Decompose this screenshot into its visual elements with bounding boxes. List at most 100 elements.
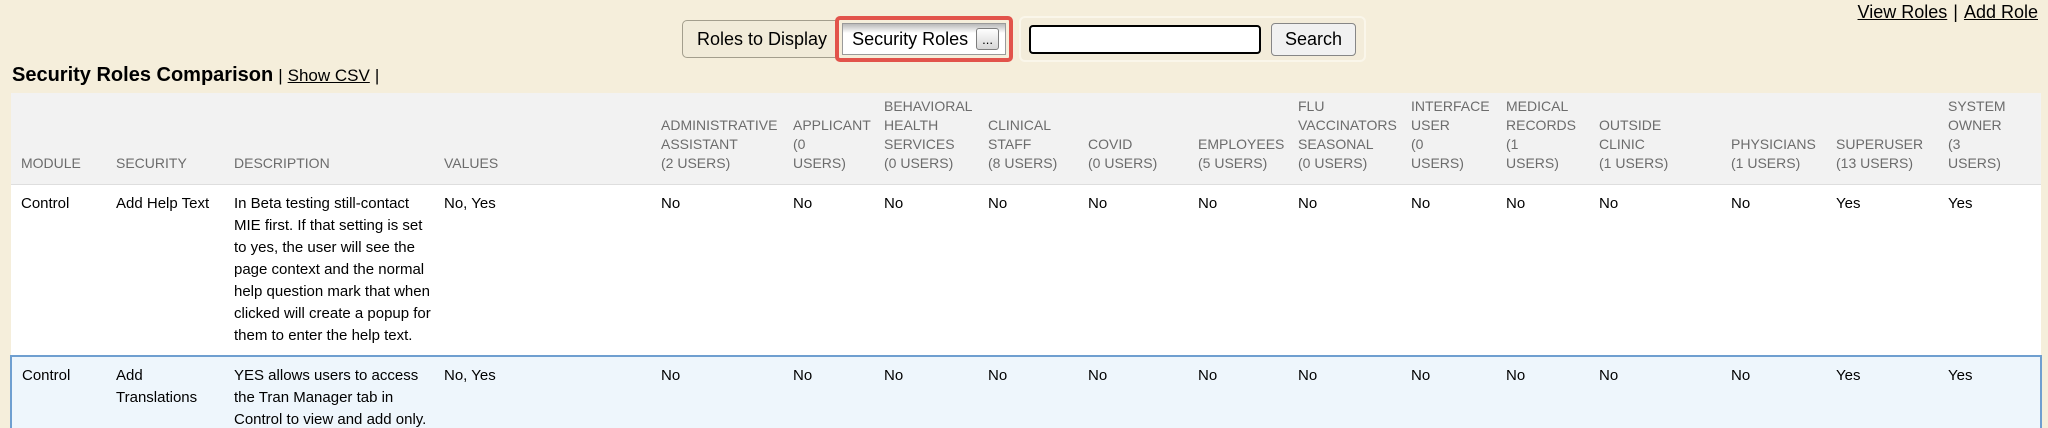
links-separator: | [1953,2,1958,22]
column-header-role: EMPLOYEES (5 USERS) [1198,93,1298,185]
cell-role-value: No [1298,194,1318,212]
role-user-count: (1 USERS) [1599,154,1669,171]
cell-role-value: Yes [1836,354,1948,428]
role-name: BEHAVIORAL HEALTH SERVICES [884,97,972,152]
cell-role-value: No [1506,354,1599,428]
title-row: Security Roles Comparison | Show CSV | [12,64,2048,87]
comparison-table: MODULE SECURITY DESCRIPTION VALUES ADMINISTR… [10,93,2042,428]
cell-role-value: No [1198,354,1298,428]
column-header-values: VALUES [444,93,661,185]
cell-role-value: No [1088,354,1198,428]
role-name: EMPLOYEES [1198,135,1285,152]
role-user-count: (13 USERS) [1836,154,1914,171]
cell-role-value: No [1411,194,1431,212]
column-header-description: DESCRIPTION [234,93,444,185]
cell-role-value: Yes [1948,354,2042,428]
title-separator: | [278,66,283,85]
role-name: COVID [1088,135,1133,152]
cell-security: Add Translations [116,354,234,428]
column-header-role: FLU VACCINATORS SEASONAL (0 USERS) [1298,93,1411,185]
column-header-role: APPLICANT (0 USERS) [793,93,884,185]
role-name: INTERFACE USER [1411,97,1490,133]
view-roles-link[interactable]: View Roles [1857,2,1948,22]
column-header-role: SYSTEM OWNER (3 USERS) [1948,93,2041,185]
cell-role-value: No [988,194,1008,212]
search-group: Search [1018,16,1366,62]
search-input[interactable] [1028,24,1261,54]
role-name: APPLICANT [793,116,871,133]
top-links-bar: View Roles | Add Role [1858,2,2038,23]
column-header-role: INTERFACE USER (0 USERS) [1411,93,1506,185]
role-user-count: (0 USERS) [1088,154,1158,171]
cell-role-value: No [661,194,681,212]
table-row[interactable]: Control Add Translations YES allows users … [10,354,2042,428]
cell-role-value: No [1198,194,1218,212]
role-name: FLU VACCINATORS SEASONAL [1298,97,1397,152]
role-name: OUTSIDE CLINIC [1599,116,1662,152]
role-user-count: (8 USERS) [988,154,1058,171]
cell-role-value: No [793,354,884,428]
cell-role-value: No [1731,354,1836,428]
cell-values: No, Yes [444,194,496,212]
roles-select-value: Security Roles [852,28,969,49]
cell-values: No, Yes [444,354,661,428]
cell-role-value: No [1599,194,1619,212]
column-header-role: ADMINISTRATIVE ASSISTANT (2 USERS) [661,93,793,185]
column-header-role: BEHAVIORAL HEALTH SERVICES (0 USERS) [884,93,988,185]
column-header-module: MODULE [11,93,116,185]
cell-role-value: No [1298,354,1411,428]
search-button[interactable]: Search [1270,22,1356,56]
cell-role-value: No [884,354,988,428]
cell-description: In Beta testing still-contact MIE first.… [234,194,431,344]
title-trailing-separator: | [374,66,380,85]
cell-role-value: No [661,354,793,428]
cell-security: Add Help Text [116,194,210,212]
role-user-count: (2 USERS) [661,154,731,171]
cell-role-value: Yes [1836,194,1861,212]
role-name: SYSTEM OWNER [1948,97,2006,133]
page-title: Security Roles Comparison [12,64,274,86]
column-header-role: PHYSICIANS (1 USERS) [1731,93,1836,185]
cell-role-value: Yes [1948,194,1973,212]
roles-to-display-label: Roles to Display [682,20,841,58]
role-name: SUPERUSER [1836,135,1924,152]
cell-role-value: No [1411,354,1506,428]
column-header-role: OUTSIDE CLINIC (1 USERS) [1599,93,1731,185]
column-header-role: CLINICAL STAFF (8 USERS) [988,93,1088,185]
column-header-role: COVID (0 USERS) [1088,93,1198,185]
role-name: MEDICAL RECORDS [1506,97,1577,133]
role-user-count: (0 USERS) [1298,154,1368,171]
cell-role-value: No [793,194,813,212]
role-user-count: (0 USERS) [1411,135,1464,171]
roles-toolbar: Roles to Display Security Roles ... Sear… [0,0,2048,62]
cell-role-value: No [1088,194,1108,212]
cell-role-value: No [1731,194,1751,212]
role-user-count: (0 USERS) [793,135,846,171]
role-user-count: (0 USERS) [884,154,954,171]
role-name: PHYSICIANS [1731,135,1816,152]
role-user-count: (3 USERS) [1948,135,2001,171]
table-row[interactable]: Control Add Help Text In Beta testing stil… [11,184,2041,356]
roles-to-display-text: Roles to Display [697,28,828,49]
role-name: CLINICAL STAFF [988,116,1051,152]
column-header-role: SUPERUSER (13 USERS) [1836,93,1948,185]
cell-role-value: No [1506,194,1526,212]
roles-select[interactable]: Security Roles ... [842,23,1006,55]
cell-module: Control [10,354,116,428]
cell-module: Control [21,194,70,212]
show-csv-link[interactable]: Show CSV [287,66,370,85]
cell-description: YES allows users to access the Tran Mana… [234,354,444,428]
roles-picker-ellipsis-button[interactable]: ... [976,28,999,50]
column-header-security: SECURITY [116,93,234,185]
cell-role-value: No [884,194,904,212]
role-user-count: (5 USERS) [1198,154,1268,171]
role-name: ADMINISTRATIVE ASSISTANT [661,116,778,152]
highlight-box: Security Roles ... [835,16,1013,62]
cell-role-value: No [1599,354,1731,428]
header-row: MODULE SECURITY DESCRIPTION VALUES ADMINISTR… [11,93,2041,185]
add-role-link[interactable]: Add Role [1963,2,2038,22]
role-user-count: (1 USERS) [1731,154,1801,171]
cell-role-value: No [988,354,1088,428]
column-header-role: MEDICAL RECORDS (1 USERS) [1506,93,1599,185]
role-user-count: (1 USERS) [1506,135,1559,171]
